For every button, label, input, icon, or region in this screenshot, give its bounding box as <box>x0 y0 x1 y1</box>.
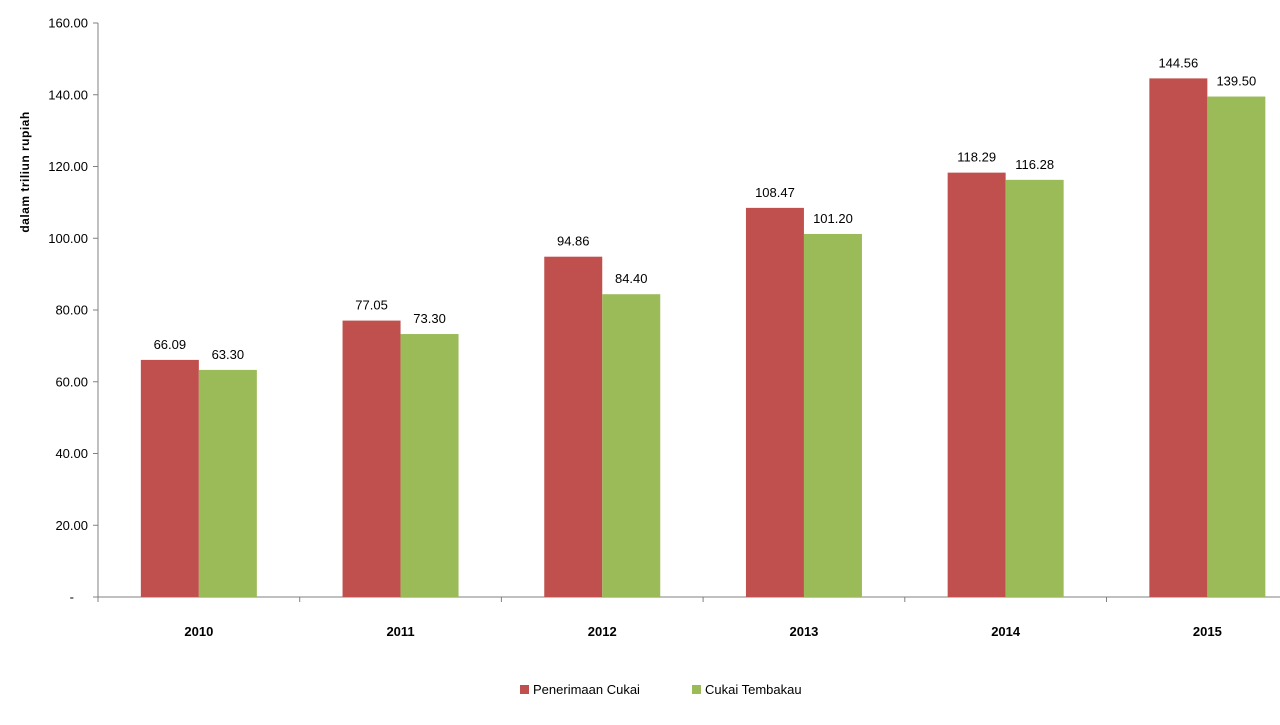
data-label: 118.29 <box>957 150 996 165</box>
data-label: 144.56 <box>1158 55 1198 70</box>
bar-penerimaan-cukai-2013 <box>745 207 804 597</box>
y-tick-label: 160.00 <box>48 16 88 31</box>
x-category-label: 2010 <box>184 624 213 639</box>
x-category-label: 2012 <box>588 624 617 639</box>
data-label: 77.05 <box>355 298 388 313</box>
bar-cukai-tembakau-2012 <box>602 294 661 597</box>
data-label: 101.20 <box>813 211 853 226</box>
x-category-label: 2014 <box>991 624 1021 639</box>
bar-cukai-tembakau-2015 <box>1207 96 1266 597</box>
legend-swatch <box>520 685 529 694</box>
y-tick-label: 80.00 <box>55 303 88 318</box>
legend-label: Penerimaan Cukai <box>533 682 640 697</box>
data-label: 139.50 <box>1216 74 1256 89</box>
bar-cukai-tembakau-2010 <box>198 369 257 597</box>
y-tick-label: 20.00 <box>55 518 88 533</box>
bar-penerimaan-cukai-2012 <box>544 256 603 597</box>
data-label: 73.30 <box>413 311 446 326</box>
y-tick-label: 60.00 <box>55 374 88 389</box>
y-tick-label: 40.00 <box>55 446 88 461</box>
legend-swatch <box>692 685 701 694</box>
y-axis-label: dalam triliun rupiah <box>18 111 32 232</box>
bar-cukai-tembakau-2014 <box>1005 179 1064 597</box>
bar-cukai-tembakau-2013 <box>803 233 862 597</box>
bar-penerimaan-cukai-2014 <box>947 172 1006 597</box>
x-category-label: 2013 <box>789 624 818 639</box>
bar-cukai-tembakau-2011 <box>400 334 459 597</box>
data-label: 63.30 <box>212 347 245 362</box>
data-label: 108.47 <box>755 185 795 200</box>
bar-penerimaan-cukai-2010 <box>140 359 199 597</box>
x-category-label: 2011 <box>386 624 414 639</box>
y-tick-label: 120.00 <box>48 159 88 174</box>
legend-label: Cukai Tembakau <box>705 682 802 697</box>
data-label: 66.09 <box>154 337 187 352</box>
legend: Penerimaan Cukai Cukai Tembakau <box>520 682 802 697</box>
y-tick-label: - <box>70 590 74 605</box>
y-tick-label: 140.00 <box>48 87 88 102</box>
bar-penerimaan-cukai-2011 <box>342 320 401 597</box>
data-label: 84.40 <box>615 271 648 286</box>
data-label: 116.28 <box>1015 157 1054 172</box>
bar-penerimaan-cukai-2015 <box>1149 78 1208 598</box>
x-category-label: 2015 <box>1193 624 1222 639</box>
y-tick-label: 100.00 <box>48 231 88 246</box>
data-label: 94.86 <box>557 234 590 249</box>
